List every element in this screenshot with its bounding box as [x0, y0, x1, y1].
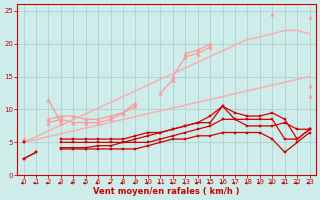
X-axis label: Vent moyen/en rafales ( km/h ): Vent moyen/en rafales ( km/h ) — [93, 187, 240, 196]
